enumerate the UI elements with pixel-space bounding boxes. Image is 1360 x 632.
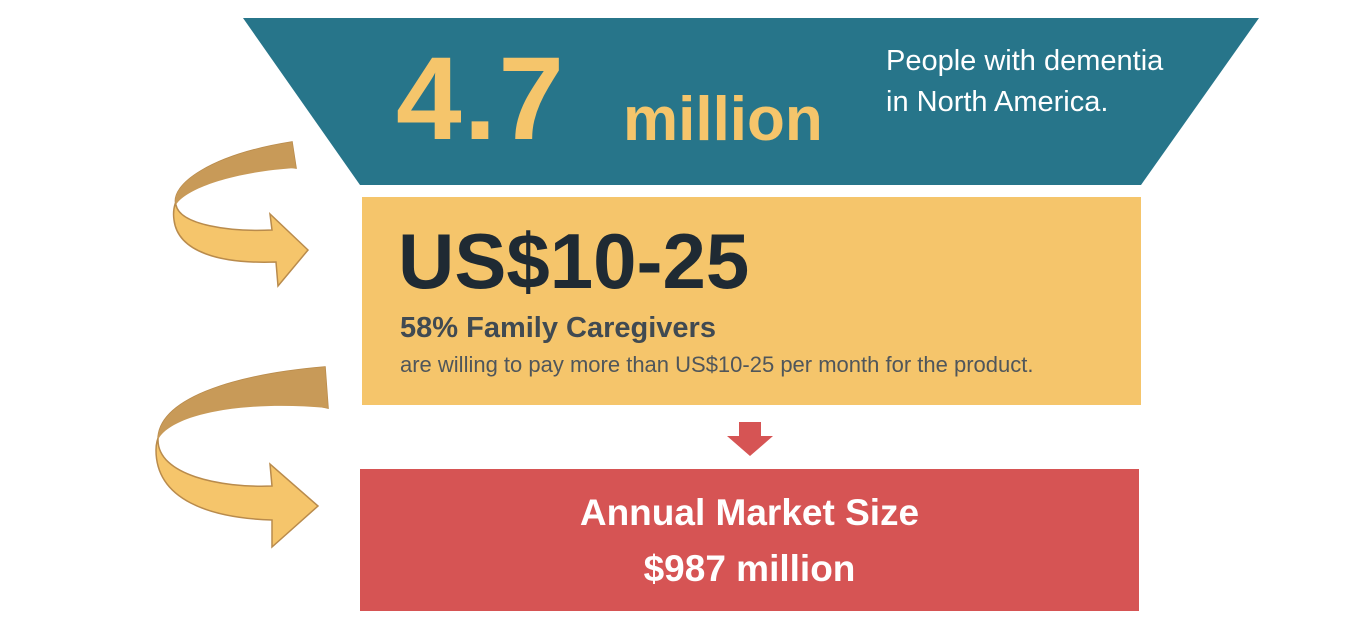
down-arrow-icon — [727, 422, 773, 456]
curved-arrow-icon — [155, 366, 329, 549]
bottom-funnel-band — [360, 469, 1139, 611]
top-funnel-band — [243, 18, 1259, 185]
middle-funnel-band — [362, 197, 1141, 405]
curved-arrow-icon — [172, 141, 310, 288]
